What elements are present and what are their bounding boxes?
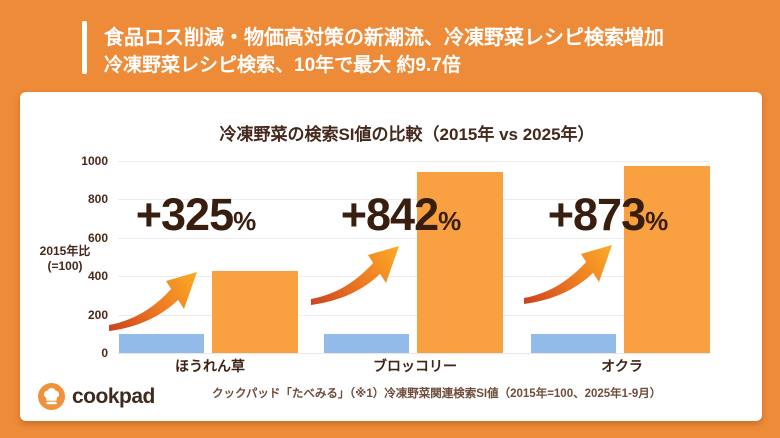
gridline: [118, 199, 710, 201]
gridline: [118, 276, 710, 278]
bar-2015-3: [531, 333, 616, 353]
percent-sign: %: [438, 206, 462, 236]
x-axis-category-label: ブロッコリー: [373, 358, 457, 374]
growth-arrow-icon: [310, 242, 400, 308]
growth-arrow-icon: [523, 241, 613, 307]
y-axis-tick-label: 0: [101, 346, 108, 360]
chart-card: 冷凍野菜の検索SI値の比較（2015年 vs 2025年） 2015年比 (=1…: [20, 92, 762, 421]
y-axis-label: 2015年比 (=100): [24, 244, 106, 274]
x-axis-category-label: ほうれん草: [175, 358, 245, 374]
chart-title: 冷凍野菜の検索SI値の比較（2015年 vs 2025年）: [219, 125, 595, 144]
chef-hat-icon: [38, 383, 65, 410]
y-axis-tick-label: 200: [87, 307, 108, 322]
y-axis-label-line1: 2015年比: [39, 244, 91, 258]
gridline: [118, 161, 710, 162]
growth-value: +842: [340, 189, 439, 240]
gridline: [118, 237, 710, 239]
headline-line2: 冷凍野菜レシピ検索、10年で最大 約9.7倍: [104, 55, 461, 76]
header-accent-bar: [82, 21, 87, 74]
bar-2025-2: [417, 172, 503, 353]
growth-arrow-icon: [108, 268, 198, 334]
growth-label: +842%: [291, 192, 511, 237]
y-axis-tick-label: 800: [87, 192, 108, 207]
y-axis-tick-label: 400: [87, 269, 108, 284]
bar-2015-2: [324, 333, 409, 353]
header-banner: 食品ロス削減・物価高対策の新潮流、冷凍野菜レシピ検索増加 冷凍野菜レシピ検索、1…: [0, 0, 780, 92]
y-axis-label-line2: (=100): [47, 259, 83, 273]
growth-label: +873%: [498, 192, 718, 237]
y-axis-tick-label: 1000: [81, 154, 108, 168]
cookpad-wordmark: cookpad: [72, 384, 155, 408]
percent-sign: %: [233, 206, 257, 236]
gridline: [118, 314, 710, 316]
bar-2015-1: [119, 333, 204, 353]
headline-line1: 食品ロス削減・物価高対策の新潮流、冷凍野菜レシピ検索増加: [104, 27, 664, 49]
y-axis-tick-label: 600: [87, 230, 108, 245]
growth-value: +873: [547, 189, 646, 240]
plot-area: [118, 161, 710, 354]
cookpad-logo: cookpad: [38, 383, 155, 410]
percent-sign: %: [645, 206, 669, 236]
bar-2025-1: [212, 271, 298, 353]
x-axis-category-label: オクラ: [601, 358, 643, 374]
bar-2025-3: [624, 166, 710, 353]
growth-label: +325%: [86, 192, 306, 237]
source-note: クックパッド「たべみる」（※1）冷凍野菜関連検索SI値（2015年=100、20…: [212, 388, 662, 400]
growth-value: +325: [135, 189, 234, 240]
